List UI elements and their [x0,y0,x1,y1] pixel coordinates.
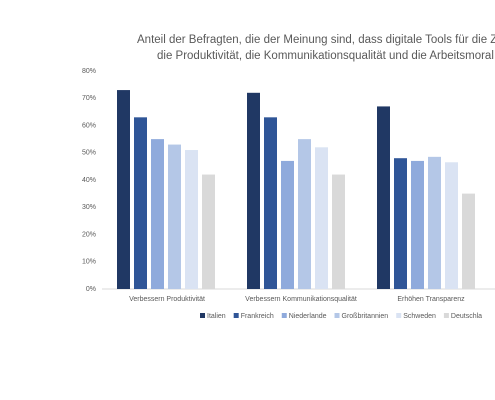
y-tick-label: 60% [82,122,96,129]
bar [332,174,345,289]
bar [394,158,407,289]
bar [185,150,198,289]
legend-swatch [233,313,239,318]
bar [247,92,260,289]
legend-swatch [334,313,340,318]
legend-swatch [396,313,402,318]
y-tick-label: 0% [86,286,96,293]
legend-label: Großbritannien [342,313,389,320]
bar [151,139,164,289]
chart-title: die Produktivität, die Kommunikationsqua… [157,50,495,62]
bar [428,156,441,289]
legend-swatch [443,313,449,318]
bar [281,160,294,289]
bar [264,117,277,289]
legend-label: Deutschla [451,313,482,320]
bar [117,90,130,289]
y-tick-label: 40% [82,177,96,184]
bar [202,174,215,289]
y-tick-label: 10% [82,259,96,266]
bar [445,162,458,289]
bar [298,139,311,289]
legend-label: Frankreich [241,313,274,320]
legend-swatch [281,313,287,318]
bar [462,193,475,289]
bar [377,106,390,289]
x-tick-label: Verbessern Kommunikationsqualität [245,296,357,303]
y-tick-label: 80% [82,68,96,75]
x-tick-label: Erhöhen Transparenz [397,296,465,303]
y-tick-label: 50% [82,150,96,157]
legend-swatch [200,313,205,318]
y-tick-label: 30% [82,204,96,211]
x-tick-label: Verbessern Produktivität [129,296,205,303]
y-tick-label: 70% [82,95,96,102]
legend-label: Italien [207,313,226,320]
y-tick-label: 20% [82,231,96,238]
bar [168,144,181,289]
bar [134,117,147,289]
chart-title: Anteil der Befragten, die der Meinung si… [137,34,495,46]
legend-label: Niederlande [289,313,327,320]
bar [315,147,328,289]
legend-label: Schweden [403,313,436,320]
bar [411,160,424,289]
